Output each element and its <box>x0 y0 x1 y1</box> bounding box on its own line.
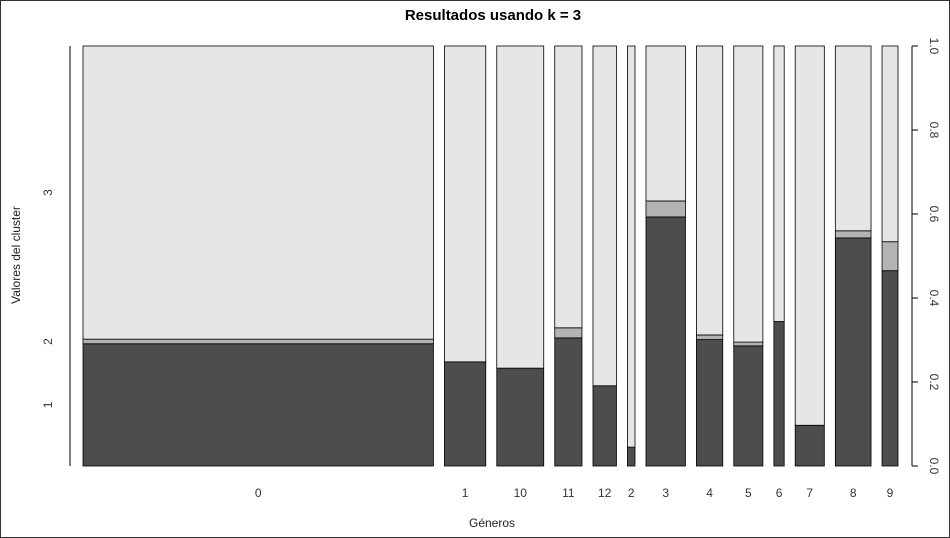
x-tick-label: 10 <box>514 486 528 500</box>
bar-segment-4-cluster-3 <box>696 45 724 336</box>
right-axis: 0.0 0.2 0.4 0.6 0.8 1.0 <box>911 38 941 475</box>
right-axis-tick-label: 1.0 <box>927 38 941 55</box>
bar-segment-11-cluster-1 <box>554 337 583 467</box>
bar-segment-9-cluster-3 <box>881 45 899 243</box>
bar-segment-11-cluster-3 <box>554 45 583 329</box>
x-axis-ticks: 0 1 10 11 12 2 3 4 5 6 7 8 9 <box>255 486 894 500</box>
x-tick-label: 6 <box>776 486 783 500</box>
bar-segment-0-cluster-1 <box>82 343 434 467</box>
bar-segment-4-cluster-1 <box>696 339 724 467</box>
x-tick-label: 2 <box>628 486 635 500</box>
bar-segment-10-cluster-1 <box>496 367 545 467</box>
right-axis-tick-label: 0.2 <box>927 374 941 391</box>
bar-segment-8-cluster-2 <box>834 230 872 239</box>
y-axis-label: Valores del cluster <box>9 206 23 304</box>
bar-segment-3-cluster-3 <box>645 45 686 202</box>
bar-segment-2-cluster-3 <box>627 45 636 448</box>
bar-segment-9-cluster-2 <box>881 241 899 272</box>
x-tick-label: 9 <box>887 486 894 500</box>
bar-segment-0-cluster-2 <box>82 338 434 345</box>
left-axis-label: 3 <box>41 189 55 196</box>
x-tick-label: 1 <box>462 486 469 500</box>
bar-segment-9-cluster-1 <box>881 270 899 467</box>
bar-segment-5-cluster-3 <box>733 45 764 343</box>
bar-segment-6-cluster-1 <box>773 321 785 467</box>
chart-title: Resultados usando k = 3 <box>405 7 581 24</box>
bar-segment-7-cluster-1 <box>794 424 825 467</box>
bar-segment-5-cluster-2 <box>733 341 764 347</box>
bar-segment-11-cluster-2 <box>554 327 583 339</box>
x-tick-label: 5 <box>745 486 752 500</box>
bar-segment-12-cluster-3 <box>592 45 617 387</box>
bar-segment-1-cluster-1 <box>444 361 487 467</box>
right-axis-tick-label: 0.4 <box>927 290 941 307</box>
right-axis-tick-label: 0.6 <box>927 206 941 223</box>
bar-segment-7-cluster-3 <box>794 45 825 426</box>
x-tick-label: 3 <box>662 486 669 500</box>
bar-segment-10-cluster-3 <box>496 45 545 369</box>
bar-segment-5-cluster-1 <box>733 345 764 467</box>
bar-segment-3-cluster-1 <box>645 216 686 467</box>
left-axis-label: 1 <box>41 401 55 408</box>
right-axis-tick-label: 0.0 <box>927 458 941 475</box>
bar-segment-6-cluster-3 <box>773 45 785 322</box>
x-axis-label: Géneros <box>469 516 515 530</box>
bar-segment-4-cluster-2 <box>696 334 724 340</box>
x-tick-label: 4 <box>706 486 713 500</box>
x-tick-label: 12 <box>598 486 612 500</box>
bar-segment-8-cluster-3 <box>834 45 872 232</box>
bar-segment-0-cluster-3 <box>82 45 434 340</box>
bars-group <box>82 45 899 467</box>
x-tick-label: 7 <box>806 486 813 500</box>
bar-segment-8-cluster-1 <box>834 237 872 467</box>
bar-segment-12-cluster-1 <box>592 385 617 467</box>
left-axis-label: 2 <box>41 338 55 345</box>
bar-segment-3-cluster-2 <box>645 200 686 218</box>
left-axis: 1 2 3 <box>41 46 71 466</box>
bar-segment-1-cluster-3 <box>444 45 487 363</box>
bar-segment-2-cluster-1 <box>627 446 636 467</box>
right-axis-tick-label: 0.8 <box>927 122 941 139</box>
x-tick-label: 0 <box>255 486 262 500</box>
x-tick-label: 11 <box>562 486 575 500</box>
x-tick-label: 8 <box>850 486 857 500</box>
